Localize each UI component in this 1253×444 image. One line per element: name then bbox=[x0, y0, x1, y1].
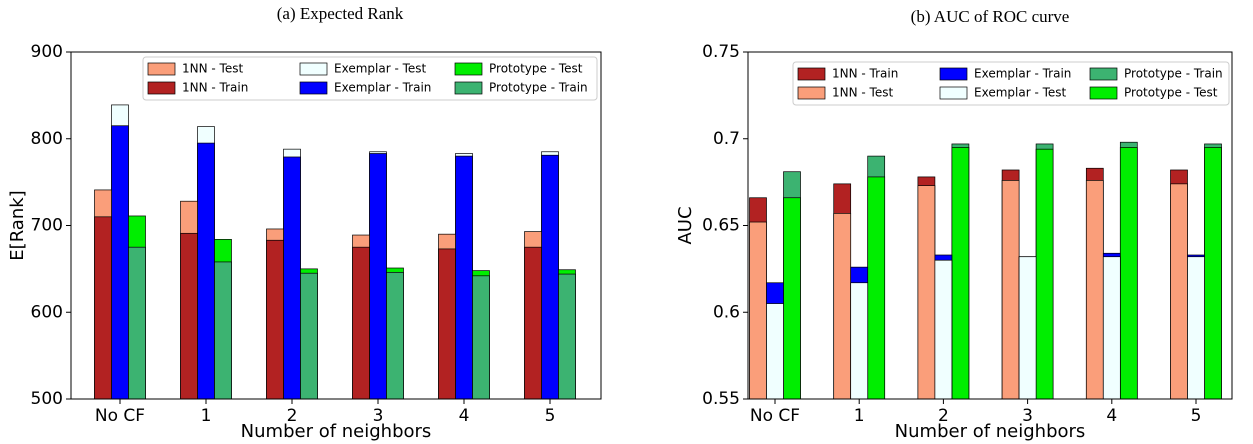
bar bbox=[850, 282, 869, 400]
legend-swatch bbox=[454, 62, 483, 76]
bar bbox=[1170, 183, 1188, 400]
legend-label: 1NN - Train bbox=[182, 81, 248, 95]
legend-label: Exemplar - Test bbox=[974, 86, 1067, 100]
bar bbox=[867, 176, 886, 400]
legend-label: Prototype - Test bbox=[489, 62, 583, 76]
bar bbox=[783, 197, 801, 400]
y-tick-label: 0.75 bbox=[702, 42, 740, 62]
bar bbox=[300, 272, 318, 400]
legend-label: 1NN - Train bbox=[832, 67, 898, 81]
x-tick-label: 3 bbox=[1022, 406, 1033, 426]
legend-box bbox=[142, 56, 598, 101]
y-tick-label: 0.55 bbox=[702, 389, 740, 409]
bar bbox=[472, 275, 490, 400]
bar bbox=[524, 246, 542, 400]
y-tick-label: 700 bbox=[31, 216, 63, 236]
legend-swatch bbox=[454, 81, 483, 95]
bar bbox=[180, 232, 198, 400]
legend-label: 1NN - Test bbox=[182, 62, 243, 76]
x-axis-label: Number of neighbors bbox=[241, 421, 432, 442]
plot-frame bbox=[747, 51, 1233, 400]
bar bbox=[94, 216, 112, 400]
legend-swatch bbox=[299, 62, 328, 76]
y-tick-label: 500 bbox=[31, 389, 63, 409]
y-tick-label: 600 bbox=[31, 302, 63, 322]
plot-frame bbox=[70, 51, 602, 400]
y-axis-label: E[Rank] bbox=[7, 190, 28, 260]
legend-swatch bbox=[797, 86, 826, 100]
x-tick-label: 5 bbox=[545, 406, 556, 426]
bar bbox=[369, 153, 387, 400]
legend-label: Exemplar - Train bbox=[974, 67, 1071, 81]
bar bbox=[1035, 148, 1054, 400]
y-axis-label: AUC bbox=[675, 206, 696, 244]
bar bbox=[1085, 180, 1104, 400]
x-axis-label: Number of neighbors bbox=[895, 421, 1086, 442]
legend-label: Exemplar - Test bbox=[334, 62, 427, 76]
legend-swatch bbox=[939, 86, 968, 100]
x-tick-label: 1 bbox=[201, 406, 212, 426]
bar bbox=[455, 155, 473, 400]
bar bbox=[214, 261, 232, 400]
y-tick-label: 0.6 bbox=[713, 302, 740, 322]
bar bbox=[1001, 180, 1020, 400]
bar bbox=[266, 239, 284, 400]
legend-label: Prototype - Train bbox=[1124, 67, 1223, 81]
x-tick-label: No CF bbox=[750, 406, 800, 426]
x-tick-label: 4 bbox=[1106, 406, 1117, 426]
y-tick-label: 0.65 bbox=[702, 216, 740, 236]
bar bbox=[541, 154, 559, 400]
bar bbox=[558, 273, 576, 400]
bar bbox=[749, 221, 767, 400]
legend-swatch bbox=[147, 81, 176, 95]
bar bbox=[1119, 147, 1138, 400]
legend-swatch bbox=[939, 67, 968, 81]
bar bbox=[1102, 256, 1121, 400]
bar bbox=[283, 156, 301, 400]
bar bbox=[833, 213, 852, 400]
bar bbox=[128, 246, 146, 400]
bar bbox=[917, 185, 936, 400]
legend-label: Prototype - Test bbox=[1124, 86, 1218, 100]
x-tick-label: 2 bbox=[938, 406, 949, 426]
legend-label: Exemplar - Train bbox=[334, 81, 431, 95]
bar bbox=[111, 125, 129, 400]
bar bbox=[386, 271, 404, 400]
bar bbox=[766, 303, 784, 400]
y-tick-label: 0.7 bbox=[713, 129, 740, 149]
x-tick-label: 1 bbox=[854, 406, 865, 426]
bar bbox=[934, 259, 953, 400]
bar bbox=[1187, 256, 1205, 400]
x-tick-label: 2 bbox=[287, 406, 298, 426]
bar bbox=[1018, 256, 1037, 400]
x-tick-label: 3 bbox=[373, 406, 384, 426]
legend-swatch bbox=[797, 67, 826, 81]
y-tick-label: 900 bbox=[31, 42, 63, 62]
bar bbox=[1204, 147, 1222, 400]
x-tick-label: 4 bbox=[459, 406, 470, 426]
legend-box bbox=[792, 61, 1230, 106]
legend-swatch bbox=[1089, 86, 1118, 100]
legend-label: 1NN - Test bbox=[832, 86, 893, 100]
x-tick-label: No CF bbox=[95, 406, 145, 426]
bar bbox=[197, 142, 215, 400]
chart-title: (b) AUC of ROC curve bbox=[911, 7, 1070, 26]
legend-swatch bbox=[1089, 67, 1118, 81]
chart-title: (a) Expected Rank bbox=[277, 4, 404, 23]
y-tick-label: 800 bbox=[31, 129, 63, 149]
legend-swatch bbox=[147, 62, 176, 76]
legend-swatch bbox=[299, 81, 328, 95]
bar bbox=[352, 246, 370, 400]
x-tick-label: 5 bbox=[1191, 406, 1202, 426]
legend-label: Prototype - Train bbox=[489, 81, 588, 95]
bar bbox=[438, 248, 456, 400]
bar bbox=[951, 147, 970, 400]
